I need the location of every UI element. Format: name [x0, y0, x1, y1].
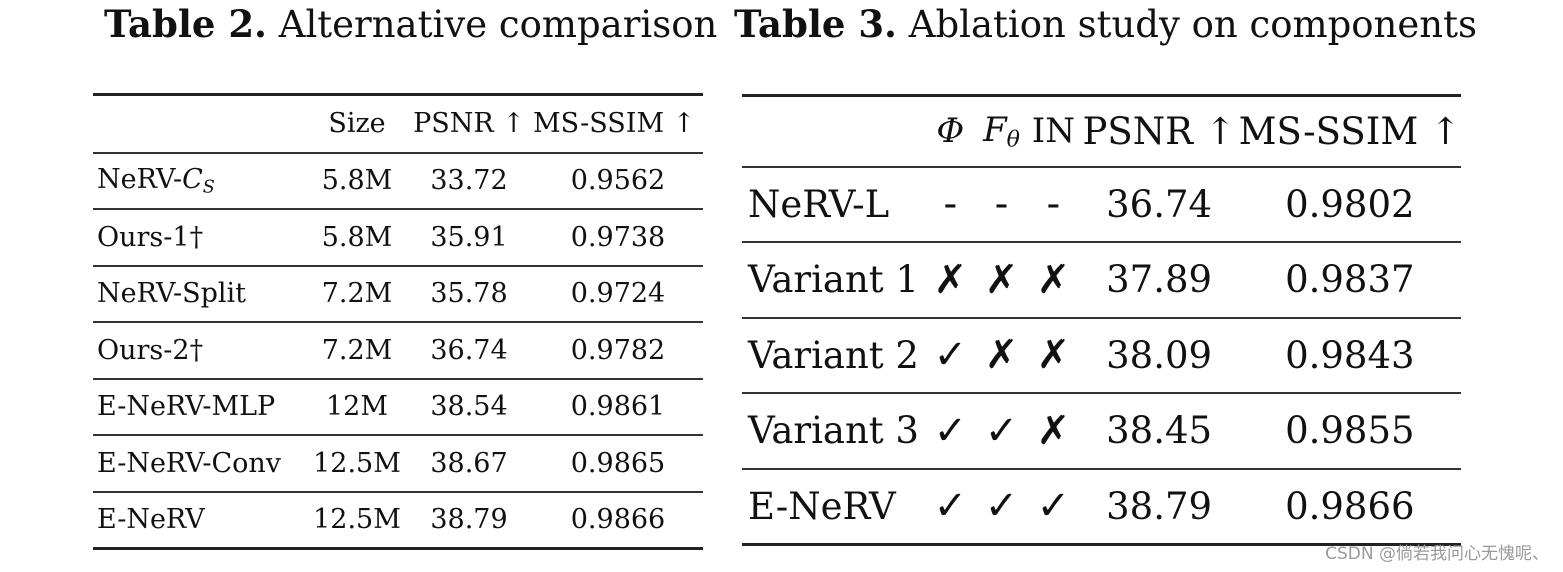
row-phi: ✓ [933, 407, 968, 454]
row-in: ✗ [1036, 407, 1071, 454]
row-f: - [994, 181, 1009, 228]
row-name: E-NeRV-MLP [97, 391, 276, 423]
row-ssim: 0.9837 [1285, 258, 1415, 302]
table2-caption-label: Table 2. [104, 2, 267, 46]
row-name: Variant 2 [748, 333, 919, 377]
row-ssim: 0.9866 [570, 504, 666, 535]
alternative-comparison-table: Size PSNR ↑ MS-SSIM ↑ NeRV-CS 5.8M 33.72… [93, 93, 703, 550]
row-phi: ✓ [933, 483, 968, 529]
table-row: Variant 3 ✓ ✓ ✗ 38.45 0.9855 [742, 393, 1461, 469]
table3-header-f: Fθ [983, 109, 1020, 153]
row-ssim: 0.9724 [570, 278, 666, 310]
row-name: Ours-2† [97, 334, 204, 366]
row-ssim: 0.9738 [570, 221, 666, 253]
row-psnr: 38.54 [430, 391, 508, 423]
table-row: Variant 1 ✗ ✗ ✗ 37.89 0.9837 [742, 242, 1461, 318]
row-phi: ✗ [933, 256, 968, 303]
row-psnr: 38.79 [430, 504, 508, 535]
row-psnr: 35.78 [430, 278, 508, 310]
row-psnr: 36.74 [1106, 182, 1213, 226]
row-size: 5.8M [321, 221, 393, 253]
row-psnr: 38.67 [430, 447, 508, 479]
row-phi: ✓ [933, 332, 968, 379]
table2-header-size: Size [328, 108, 386, 140]
row-name: E-NeRV [748, 484, 896, 528]
row-ssim: 0.9866 [1285, 484, 1415, 528]
row-psnr: 37.89 [1106, 258, 1213, 302]
table3-caption-label: Table 3. [734, 2, 897, 46]
table3-header-phi: Φ [936, 111, 965, 152]
table-row: E-NeRV-MLP 12M 38.54 0.9861 [93, 378, 703, 436]
row-f: ✓ [984, 483, 1019, 529]
table-row: E-NeRV 12.5M 38.79 0.9866 [93, 491, 703, 549]
watermark: CSDN @倘若我问心无愧呢、 [1325, 544, 1549, 564]
row-size: 12.5M [313, 447, 401, 479]
table-row: Variant 2 ✓ ✗ ✗ 38.09 0.9843 [742, 317, 1461, 394]
row-phi: - [943, 181, 958, 228]
table-row: NeRV-L - - - 36.74 0.9802 [742, 166, 1461, 243]
table-row: Ours-2† 7.2M 36.74 0.9782 [93, 322, 703, 379]
table3-header-psnr: PSNR ↑ [1082, 109, 1236, 153]
table-row: E-NeRV-Conv 12.5M 38.67 0.9865 [93, 435, 703, 492]
table-row: E-NeRV ✓ ✓ ✓ 38.79 0.9866 [742, 468, 1461, 545]
table2-header-row: Size PSNR ↑ MS-SSIM ↑ [93, 95, 703, 153]
table2-header-name [93, 95, 309, 153]
row-name: Ours-1† [97, 221, 204, 253]
row-size: 7.2M [321, 278, 393, 310]
row-name: E-NeRV [97, 504, 205, 535]
row-size: 12M [325, 391, 388, 423]
row-f: ✗ [984, 256, 1019, 303]
row-name: E-NeRV-Conv [97, 447, 282, 479]
table3-caption-text: Ablation study on components [908, 3, 1477, 46]
row-name: Variant 1 [748, 258, 919, 302]
row-in: ✓ [1036, 483, 1071, 529]
table2-caption-text: Alternative comparison [278, 3, 718, 46]
ablation-study-table: Φ Fθ IN PSNR ↑ MS-SSIM ↑ NeRV-L - - - 36… [742, 94, 1461, 546]
row-name: NeRV-L [748, 182, 890, 226]
row-size: 12.5M [313, 504, 401, 535]
table3-header-name [742, 96, 925, 167]
row-ssim: 0.9562 [570, 165, 666, 197]
table3-header-ssim: MS-SSIM ↑ [1238, 109, 1461, 153]
table3-header-in: IN [1031, 111, 1075, 152]
table-row: NeRV-CS 5.8M 33.72 0.9562 [93, 152, 703, 210]
row-psnr: 33.72 [430, 165, 508, 197]
table-row: Ours-1† 5.8M 35.91 0.9738 [93, 209, 703, 266]
table-row: NeRV-Split 7.2M 35.78 0.9724 [93, 265, 703, 323]
row-size: 7.2M [321, 334, 393, 366]
row-ssim: 0.9802 [1285, 182, 1415, 226]
row-name: Variant 3 [748, 409, 919, 453]
row-psnr: 38.45 [1106, 409, 1213, 453]
row-ssim: 0.9855 [1285, 409, 1415, 453]
row-ssim: 0.9843 [1285, 333, 1415, 377]
table2-header-psnr: PSNR ↑ [413, 108, 525, 140]
row-psnr: 35.91 [430, 221, 508, 253]
row-f: ✓ [984, 407, 1019, 454]
row-in: - [1046, 181, 1061, 228]
table2-header-ssim: MS-SSIM ↑ [533, 108, 696, 140]
row-name: NeRV-CS [97, 164, 215, 198]
table2-caption: Table 2. Alternative comparison [104, 2, 717, 47]
row-psnr: 36.74 [430, 334, 508, 366]
row-name: NeRV-Split [97, 278, 247, 310]
row-psnr: 38.79 [1106, 484, 1213, 528]
row-ssim: 0.9865 [570, 447, 666, 479]
table3-header-row: Φ Fθ IN PSNR ↑ MS-SSIM ↑ [742, 96, 1461, 167]
row-in: ✗ [1036, 256, 1071, 303]
row-f: ✗ [984, 332, 1019, 379]
table3-caption: Table 3. Ablation study on components [734, 2, 1477, 47]
row-in: ✗ [1036, 332, 1071, 379]
row-ssim: 0.9782 [570, 334, 666, 366]
row-size: 5.8M [321, 165, 393, 197]
row-psnr: 38.09 [1106, 333, 1213, 377]
row-ssim: 0.9861 [570, 391, 666, 423]
